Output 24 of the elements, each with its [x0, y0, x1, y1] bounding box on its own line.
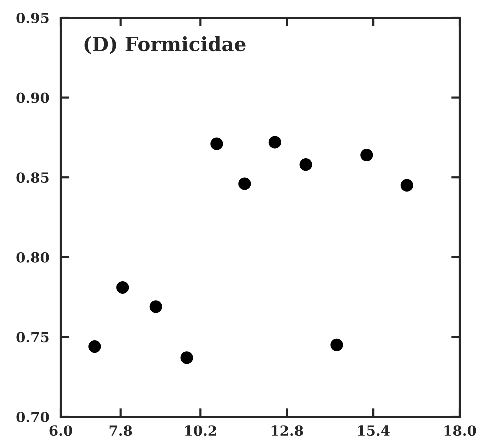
x-tick-label: 12.8 [272, 426, 304, 436]
text: (D) Formicidae [84, 36, 246, 54]
x-tick-label: 15.4 [358, 426, 390, 436]
y-tick-label: 0.70 [16, 412, 50, 422]
point [400, 179, 414, 192]
x-tick-label: 7.8 [110, 426, 132, 436]
x-tick-label: 18.0 [444, 426, 476, 436]
x-tick-label: 6.0 [50, 426, 72, 436]
y-tick-label: 0.95 [16, 12, 49, 24]
y-tick-label: 0.85 [16, 172, 49, 184]
point [268, 136, 282, 149]
point [88, 340, 102, 354]
point [210, 138, 224, 150]
y-tick-label: 0.75 [16, 332, 49, 343]
y-tick-label: 0.80 [16, 252, 50, 263]
point [330, 338, 344, 352]
point [180, 352, 194, 364]
point [300, 158, 312, 172]
point [238, 178, 252, 190]
point [116, 281, 130, 294]
x-tick-label: 10.2 [185, 426, 216, 436]
point [360, 148, 374, 162]
y-tick-label: 0.90 [16, 92, 50, 104]
point [150, 300, 162, 314]
